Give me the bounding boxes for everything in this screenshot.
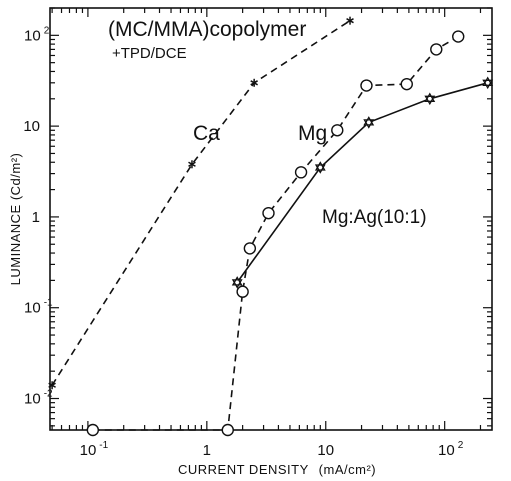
x-tick-label: 10 -1 [80, 440, 109, 459]
data-point-circle [221, 423, 234, 437]
y-tick-label: 10 2 [24, 25, 50, 44]
data-point-star [424, 92, 436, 106]
data-point-circle [86, 423, 100, 437]
plot-frame [49, 7, 493, 431]
series-line-2 [236, 82, 488, 283]
y-tick-label: 10 -1 [24, 298, 53, 317]
data-point-circle [400, 77, 413, 91]
x-axis-label: CURRENT DENSITY (mA/cm²) [178, 462, 376, 477]
data-point-star [314, 161, 326, 174]
data-point-circle [294, 166, 308, 179]
y-axis-label: LUMINANCE (Cd/m²) [8, 153, 23, 286]
series-label-ca: Ca [193, 122, 220, 145]
data-point-circle [236, 285, 249, 298]
series-markers [48, 16, 494, 437]
x-tick-label: 10 2 [438, 440, 464, 459]
data-point-circle [360, 79, 373, 92]
data-point-star [231, 276, 243, 289]
y-tick-label: 10 -2 [24, 389, 53, 408]
y-tick-label: 10 [23, 118, 40, 135]
x-tick-label: 1 [203, 442, 211, 459]
series-label-mgag: Mg:Ag(10:1) [322, 207, 427, 228]
data-point-asterisk [48, 381, 56, 390]
x-tick-label: 10 [317, 442, 334, 459]
data-point-asterisk [346, 16, 354, 25]
svg-text:CURRENT DENSITY (mA/cm²): CURRENT DENSITY (mA/cm²) [178, 462, 376, 477]
series-line-1 [92, 35, 459, 431]
data-point-star [482, 76, 494, 90]
data-point-circle [331, 124, 344, 137]
data-point-circle [262, 206, 275, 220]
axis-ticks [50, 7, 492, 430]
series-line-0 [51, 20, 351, 386]
series-label-mg: Mg [298, 122, 327, 145]
tick-labels: 10 -1 1 10 10 2 10 -2 10 -1 1 10 10 2 [23, 25, 463, 459]
data-point-asterisk [250, 78, 258, 87]
chart-subtitle: +TPD/DCE [112, 45, 187, 62]
x-axis-units: (mA/cm²) [319, 462, 376, 477]
x-axis-title: CURRENT DENSITY [178, 462, 309, 477]
data-point-asterisk [188, 160, 196, 169]
data-point-circle [452, 30, 465, 43]
data-point-star [363, 116, 375, 129]
chart-title: (MC/MMA)copolymer [108, 18, 306, 41]
y-tick-label: 1 [32, 209, 40, 226]
data-point-circle [243, 242, 257, 255]
data-point-circle [430, 43, 443, 56]
